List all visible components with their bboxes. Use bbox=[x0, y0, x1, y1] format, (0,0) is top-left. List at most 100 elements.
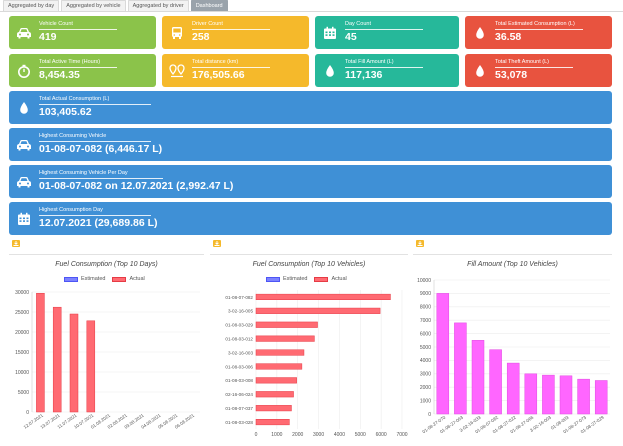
bar-actual bbox=[69, 313, 79, 413]
x-tick-label: 6000 bbox=[376, 432, 387, 438]
highest-consuming-vehicle-per-day-value: 01-08-07-082 on 12.07.2021 (2,992.47 L) bbox=[39, 180, 234, 192]
y-tick-label: 0 bbox=[428, 412, 431, 418]
car-icon bbox=[9, 176, 39, 188]
tab-bar: Aggregated by day Aggregated by vehicle … bbox=[0, 0, 623, 12]
bar-actual bbox=[36, 292, 45, 413]
total-theft-amount-label: Total Theft Amount (L) bbox=[495, 59, 573, 68]
y-tick-label: 3-02-16-005 bbox=[228, 309, 253, 314]
chart-title-vehicles: Fuel Consumption (Top 10 Vehicles) bbox=[252, 261, 366, 268]
total-distance-label: Total distance (km) bbox=[192, 59, 270, 68]
highest-consumption-day-card: Highest Consumption Day 12.07.2021 (29,68… bbox=[9, 202, 612, 235]
download-icon bbox=[13, 241, 19, 246]
total-fill-amount-label: Total Fill Amount (L) bbox=[345, 59, 423, 68]
bar-fill-amount bbox=[506, 362, 520, 415]
chart-title-days: Fuel Consumption (Top 10 Days) bbox=[55, 261, 158, 268]
legend-vehicles: Estimated Actual bbox=[266, 276, 347, 282]
bus-icon bbox=[162, 26, 192, 40]
y-tick-label: 01-08-03-029 bbox=[225, 323, 253, 328]
vehicle-count-label: Vehicle Count bbox=[39, 21, 117, 30]
total-actual-consumption-label: Total Actual Consumption (L) bbox=[39, 96, 151, 105]
driver-count-card: Driver Count 258 bbox=[162, 16, 309, 49]
download-button-vehicles[interactable] bbox=[213, 240, 221, 247]
download-button-fill[interactable] bbox=[416, 240, 424, 247]
total-fill-amount-card: Total Fill Amount (L) 117,136 bbox=[315, 54, 459, 87]
legend-label-actual: Actual bbox=[331, 276, 347, 282]
bar-actual bbox=[255, 405, 292, 412]
y-tick-label: 6000 bbox=[420, 331, 431, 337]
y-tick-label: 5000 bbox=[420, 345, 431, 351]
vehicle-count-card: Vehicle Count 419 bbox=[9, 16, 156, 49]
legend-label-actual: Actual bbox=[129, 276, 145, 282]
bar-actual bbox=[255, 363, 303, 370]
total-theft-amount-card: Total Theft Amount (L) 53,078 bbox=[465, 54, 612, 87]
highest-consuming-vehicle-per-day-label: Highest Consuming Vehicle Per Day bbox=[39, 170, 163, 179]
calendar-icon bbox=[315, 26, 345, 40]
x-tick-label: 0 bbox=[255, 432, 258, 438]
download-button-days[interactable] bbox=[12, 240, 20, 247]
legend-swatch-estimated bbox=[64, 276, 78, 282]
y-tick-label: 01-08-07-082 bbox=[225, 295, 253, 300]
chart-title-fill: Fill Amount (Top 10 Vehicles) bbox=[467, 261, 558, 268]
tab-aggregated-by-driver[interactable]: Aggregated by driver bbox=[127, 0, 189, 11]
day-count-card: Day Count 45 bbox=[315, 16, 459, 49]
legend-swatch-actual bbox=[112, 276, 127, 282]
drop-icon bbox=[465, 64, 495, 78]
day-count-label: Day Count bbox=[345, 21, 423, 30]
drop-icon bbox=[465, 26, 495, 40]
y-tick-label: 0 bbox=[26, 410, 29, 416]
map-pins-icon bbox=[162, 63, 192, 78]
chart-fuel-consumption-vehicles: 0 1000 2000 3000 4000 5000 6000 7000 01-08-07-08… bbox=[225, 290, 408, 438]
tab-aggregated-by-day[interactable]: Aggregated by day bbox=[3, 0, 60, 11]
total-theft-amount-value: 53,078 bbox=[495, 69, 528, 81]
chart-divider bbox=[9, 254, 204, 255]
total-active-time-card: Total Active Time (Hours) 8,454.35 bbox=[9, 54, 156, 87]
total-actual-consumption-value: 103,405.62 bbox=[39, 106, 92, 118]
chart-fuel-consumption-days: 05000100001500020000250003000012.07.2021… bbox=[15, 290, 200, 430]
y-tick-label: 3000 bbox=[420, 372, 431, 378]
highest-consuming-vehicle-card: Highest Consuming Vehicle 01-08-07-082 (6… bbox=[9, 128, 612, 161]
bar-fill-amount bbox=[454, 322, 467, 415]
bar-actual bbox=[255, 335, 315, 342]
y-tick-label: 01-08-07-037 bbox=[225, 406, 253, 411]
y-tick-label: 20000 bbox=[15, 330, 29, 336]
bar-fill-amount bbox=[524, 373, 538, 415]
total-estimated-consumption-label: Total Estimated Consumption (L) bbox=[495, 21, 583, 30]
x-tick-label: 4000 bbox=[334, 432, 345, 438]
legend-swatch-actual bbox=[314, 276, 329, 282]
highest-consuming-vehicle-per-day-card: Highest Consuming Vehicle Per Day 01-08-0… bbox=[9, 165, 612, 198]
bar-actual bbox=[255, 419, 290, 426]
highest-consuming-vehicle-label: Highest Consuming Vehicle bbox=[39, 133, 151, 142]
y-tick-label: 4000 bbox=[420, 358, 431, 364]
y-tick-label: 25000 bbox=[15, 310, 29, 316]
legend-label-estimated: Estimated bbox=[81, 276, 106, 282]
bar-actual bbox=[255, 321, 318, 328]
highest-consuming-vehicle-value: 01-08-07-082 (6,446.17 L) bbox=[39, 143, 163, 155]
x-tick-label: 2000 bbox=[292, 432, 303, 438]
bar-actual bbox=[255, 377, 297, 384]
total-fill-amount-value: 117,136 bbox=[345, 69, 383, 81]
highest-consumption-day-label: Highest Consumption Day bbox=[39, 207, 151, 216]
tab-aggregated-by-vehicle[interactable]: Aggregated by vehicle bbox=[61, 0, 126, 11]
bar-actual bbox=[255, 307, 381, 314]
bar-fill-amount bbox=[577, 378, 590, 415]
y-tick-label: 8000 bbox=[420, 305, 431, 311]
car-icon bbox=[9, 27, 39, 39]
legend-label-estimated: Estimated bbox=[283, 276, 308, 282]
total-active-time-label: Total Active Time (Hours) bbox=[39, 59, 117, 68]
x-tick-label: 1000 bbox=[271, 432, 282, 438]
bar-fill-amount bbox=[594, 380, 608, 415]
y-tick-label: 9000 bbox=[420, 291, 431, 297]
tab-dashboard[interactable]: Dashboard bbox=[190, 0, 228, 11]
y-tick-label: 2000 bbox=[420, 385, 431, 391]
y-tick-label: 5000 bbox=[18, 390, 29, 396]
y-tick-label: 01-08-03-008 bbox=[225, 378, 253, 383]
y-tick-label: 30000 bbox=[15, 290, 29, 296]
download-icon bbox=[214, 241, 220, 246]
bar-fill-amount bbox=[489, 349, 502, 415]
bar-fill-amount bbox=[542, 374, 555, 415]
total-distance-card: Total distance (km) 176,505.66 bbox=[162, 54, 309, 87]
chart-fill-amount: 0 1000 2000 3000 4000 5000 6000 7000 8000 9000 100… bbox=[417, 278, 610, 434]
calendar-icon bbox=[9, 212, 39, 226]
y-tick-label: 01-08-03-028 bbox=[225, 420, 253, 425]
chart-divider bbox=[413, 254, 612, 255]
